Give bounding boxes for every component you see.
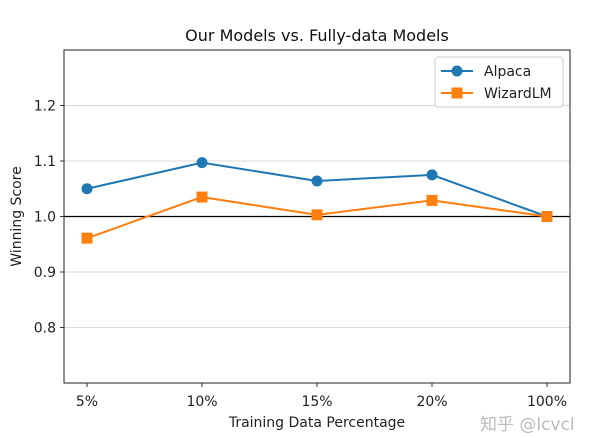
y-tick-label: 0.9	[34, 265, 56, 281]
chart-title: Our Models vs. Fully-data Models	[185, 26, 449, 45]
y-tick-label: 0.8	[34, 321, 56, 337]
y-tick-label: 1.2	[34, 99, 56, 115]
data-point	[311, 209, 323, 221]
legend	[434, 56, 564, 108]
x-axis-label: Training Data Percentage	[228, 415, 405, 431]
legend-label: WizardLM	[484, 86, 552, 102]
data-point	[81, 232, 93, 244]
data-point	[426, 169, 438, 181]
y-tick-label: 1.0	[34, 210, 56, 226]
data-point	[311, 175, 323, 187]
data-point	[541, 211, 553, 222]
x-tick-label: 10%	[186, 394, 217, 410]
x-tick-label: 15%	[301, 394, 332, 410]
x-tick-label: 100%	[527, 394, 567, 410]
x-tick-label: 20%	[416, 394, 447, 410]
data-point	[196, 191, 208, 203]
legend-marker	[451, 65, 463, 77]
watermark: 知乎 @lcvcl	[480, 415, 575, 435]
plot-frame	[63, 49, 571, 384]
data-point	[196, 157, 208, 169]
y-tick-label: 1.1	[34, 154, 56, 170]
data-point	[426, 194, 438, 206]
data-point	[81, 183, 93, 195]
series-line-alpaca	[86, 161, 548, 218]
x-tick-label: 5%	[76, 394, 98, 410]
legend-marker	[451, 87, 463, 99]
y-axis-label: Winning Score	[9, 166, 25, 266]
legend-label: Alpaca	[484, 64, 531, 80]
